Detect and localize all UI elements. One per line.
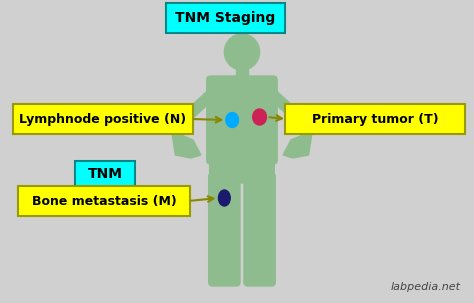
FancyBboxPatch shape bbox=[165, 3, 285, 33]
FancyBboxPatch shape bbox=[207, 76, 277, 164]
FancyBboxPatch shape bbox=[285, 104, 465, 134]
Text: labpedia.net: labpedia.net bbox=[390, 282, 460, 292]
Text: TNM Staging: TNM Staging bbox=[175, 11, 275, 25]
Ellipse shape bbox=[253, 109, 266, 125]
Text: Lymphnode positive (N): Lymphnode positive (N) bbox=[19, 112, 186, 125]
FancyBboxPatch shape bbox=[209, 173, 240, 286]
FancyBboxPatch shape bbox=[244, 173, 275, 286]
FancyBboxPatch shape bbox=[236, 68, 248, 80]
Polygon shape bbox=[265, 88, 312, 135]
Ellipse shape bbox=[226, 112, 238, 128]
FancyBboxPatch shape bbox=[74, 161, 135, 187]
Text: Primary tumor (T): Primary tumor (T) bbox=[312, 112, 438, 125]
Polygon shape bbox=[172, 88, 219, 135]
Ellipse shape bbox=[219, 190, 230, 206]
FancyBboxPatch shape bbox=[18, 186, 190, 216]
Text: Bone metastasis (M): Bone metastasis (M) bbox=[32, 195, 176, 208]
Text: TNM: TNM bbox=[87, 167, 122, 181]
Circle shape bbox=[224, 34, 260, 70]
Polygon shape bbox=[172, 130, 201, 158]
FancyBboxPatch shape bbox=[210, 155, 274, 183]
Polygon shape bbox=[283, 130, 312, 158]
FancyBboxPatch shape bbox=[13, 104, 193, 134]
